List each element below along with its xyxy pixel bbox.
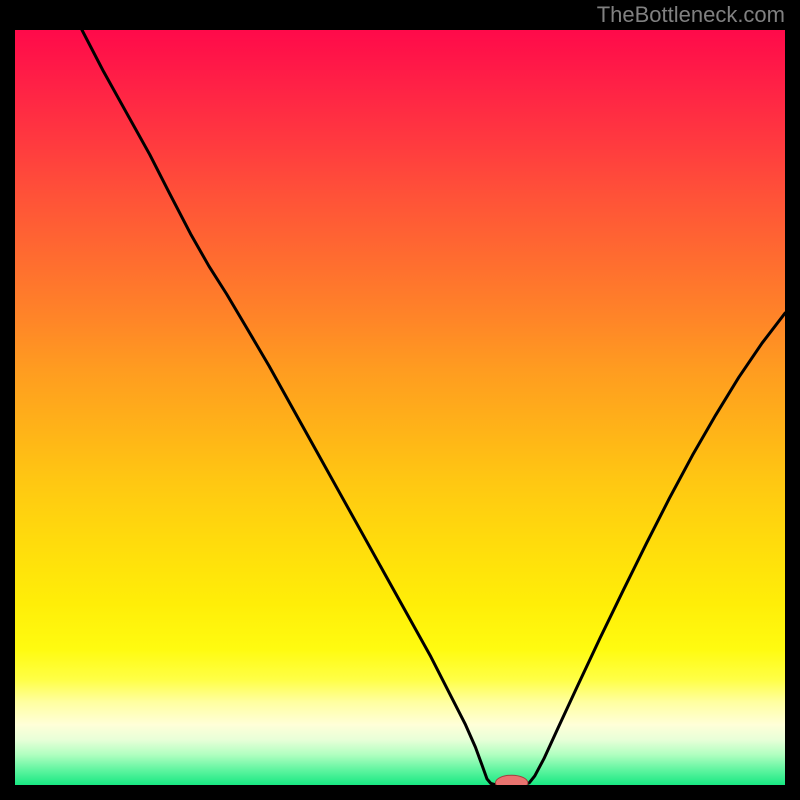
watermark-text: TheBottleneck.com bbox=[597, 2, 785, 28]
bottleneck-chart bbox=[15, 30, 785, 785]
chart-svg bbox=[15, 30, 785, 785]
chart-background bbox=[15, 30, 785, 785]
